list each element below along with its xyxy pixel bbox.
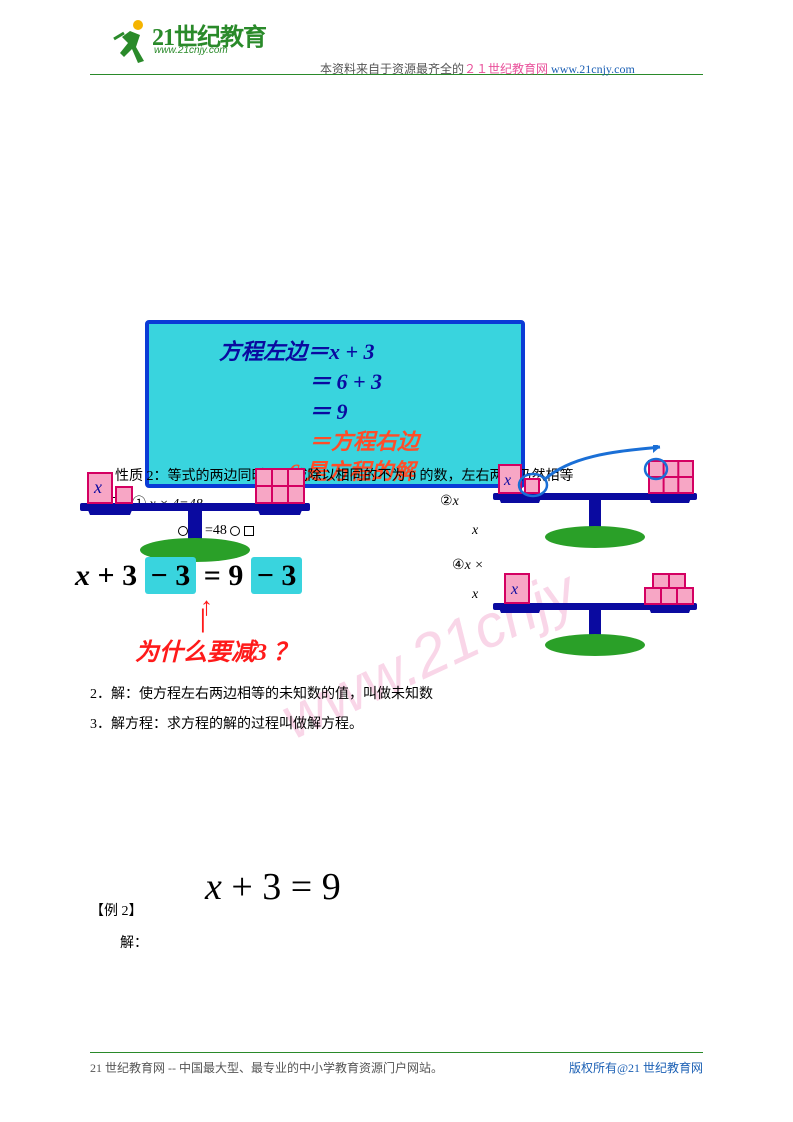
balance-scale-left: x xyxy=(70,455,320,565)
equation-solve-figure: x + 3 − 3 = 9 − 3 ↑ | 为什么要减3 ？ xyxy=(75,559,485,667)
verify-line3: ＝ 9 xyxy=(309,394,348,426)
site-logo: 21世纪教育 www.21cnjy.com xyxy=(110,15,295,65)
runner-icon xyxy=(110,17,152,70)
header-caption: 本资料来自于资源最齐全的２１世纪教育网 www.21cnjy.com xyxy=(320,60,635,77)
page-header: 21世纪教育 www.21cnjy.com 本资料来自于资源最齐全的２１世纪教育… xyxy=(90,20,703,75)
solve-expression: x + 3 − 3 = 9 − 3 xyxy=(75,559,485,593)
practice-x2: x xyxy=(472,523,478,539)
balance-scale-top-right: x xyxy=(485,445,705,555)
svg-text:x: x xyxy=(510,581,518,598)
verify-line1: 方程左边＝x + 3 xyxy=(219,334,375,366)
why-minus-3: 为什么要减3 ？ xyxy=(135,632,485,667)
example-2-equation: x + 3 = 9 xyxy=(205,865,341,909)
definition-line-3: 3．解方程：求方程的解的过程叫做解方程。 xyxy=(90,713,363,733)
svg-text:x: x xyxy=(93,477,102,497)
practice-circ2: ②x xyxy=(440,493,459,510)
page-footer: 21 世纪教育网 -- 中国最大型、最专业的中小学教育资源门户网站。 版权所有@… xyxy=(90,1052,703,1076)
svg-text:x: x xyxy=(503,472,511,489)
balance-scale-bottom-right: x xyxy=(485,560,705,660)
footer-copyright: 版权所有@21 世纪教育网 xyxy=(569,1059,703,1076)
example-2-solution-label: 解： xyxy=(120,932,148,952)
caption-prefix: 本资料来自于资源最齐全的 xyxy=(320,62,464,76)
footer-text: 21 世纪教育网 -- 中国最大型、最专业的中小学教育资源门户网站。 xyxy=(90,1061,443,1075)
caption-brand: ２１世纪教育网 xyxy=(464,62,548,76)
logo-url: www.21cnjy.com xyxy=(154,45,228,56)
arrow-stem: | xyxy=(200,611,485,627)
verify-line4: ＝方程右边 xyxy=(309,424,419,456)
caption-link: www.21cnjy.com xyxy=(548,62,635,76)
verify-line2: ＝ 6 + 3 xyxy=(309,364,382,396)
definition-line-2: 2．解：使方程左右两边相等的未知数的值，叫做未知数 xyxy=(90,683,433,703)
example-2-label: 【例 2】 xyxy=(90,900,143,920)
